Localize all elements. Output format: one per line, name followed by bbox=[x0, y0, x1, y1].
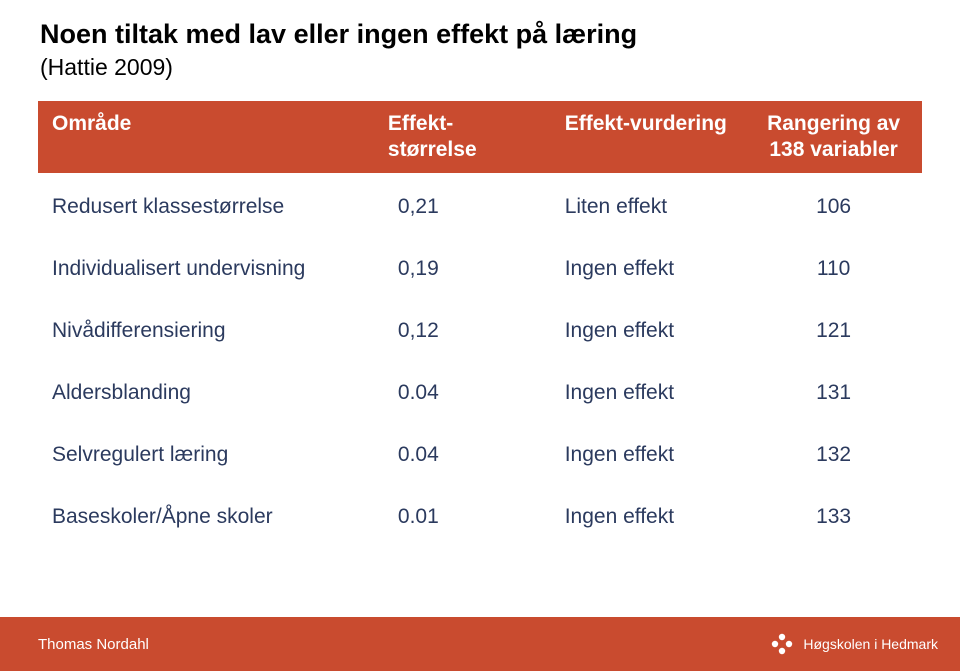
cell-vurdering: Ingen effekt bbox=[551, 424, 745, 486]
cell-vurdering: Ingen effekt bbox=[551, 362, 745, 424]
title-line-2: (Hattie 2009) bbox=[40, 54, 920, 81]
table-row: Baseskoler/Åpne skoler 0.01 Ingen effekt… bbox=[38, 486, 922, 545]
cell-omrade: Nivådifferensiering bbox=[38, 300, 374, 362]
cell-omrade: Selvregulert læring bbox=[38, 424, 374, 486]
table-row: Individualisert undervisning 0,19 Ingen … bbox=[38, 238, 922, 300]
cell-storrelse: 0.01 bbox=[374, 486, 551, 545]
cell-vurdering: Liten effekt bbox=[551, 176, 745, 238]
cell-rangering: 131 bbox=[745, 362, 922, 424]
cell-vurdering: Ingen effekt bbox=[551, 300, 745, 362]
footer-logo: Høgskolen i Hedmark bbox=[769, 631, 938, 657]
col-header-rangering: Rangering av 138 variabler bbox=[745, 101, 922, 177]
col-header-omrade: Område bbox=[38, 101, 374, 177]
cell-storrelse: 0,12 bbox=[374, 300, 551, 362]
col-header-storrelse: Effekt-størrelse bbox=[374, 101, 551, 177]
table-row: Redusert klassestørrelse 0,21 Liten effe… bbox=[38, 176, 922, 238]
cell-omrade: Redusert klassestørrelse bbox=[38, 176, 374, 238]
cell-vurdering: Ingen effekt bbox=[551, 486, 745, 545]
col-header-vurdering: Effekt-vurdering bbox=[551, 101, 745, 177]
cell-rangering: 106 bbox=[745, 176, 922, 238]
footer-bar: Thomas Nordahl Høgskolen i Hedmark bbox=[0, 617, 960, 671]
cell-omrade: Individualisert undervisning bbox=[38, 238, 374, 300]
cell-storrelse: 0,19 bbox=[374, 238, 551, 300]
effects-table: Område Effekt-størrelse Effekt-vurdering… bbox=[38, 101, 922, 546]
cell-vurdering: Ingen effekt bbox=[551, 238, 745, 300]
cell-omrade: Aldersblanding bbox=[38, 362, 374, 424]
cell-rangering: 110 bbox=[745, 238, 922, 300]
table-row: Selvregulert læring 0.04 Ingen effekt 13… bbox=[38, 424, 922, 486]
footer-logo-text: Høgskolen i Hedmark bbox=[803, 636, 938, 652]
col-header-storrelse-text: Effekt-størrelse bbox=[388, 112, 477, 161]
cell-omrade: Baseskoler/Åpne skoler bbox=[38, 486, 374, 545]
table-body: Redusert klassestørrelse 0,21 Liten effe… bbox=[38, 176, 922, 545]
table-header: Område Effekt-størrelse Effekt-vurdering… bbox=[38, 101, 922, 177]
cell-rangering: 121 bbox=[745, 300, 922, 362]
cell-storrelse: 0,21 bbox=[374, 176, 551, 238]
col-header-rangering-text: Rangering av 138 variabler bbox=[767, 112, 900, 161]
cell-storrelse: 0.04 bbox=[374, 362, 551, 424]
title-block: Noen tiltak med lav eller ingen effekt p… bbox=[0, 0, 960, 89]
cell-rangering: 133 bbox=[745, 486, 922, 545]
table-row: Nivådifferensiering 0,12 Ingen effekt 12… bbox=[38, 300, 922, 362]
slide: Noen tiltak med lav eller ingen effekt p… bbox=[0, 0, 960, 671]
cell-rangering: 132 bbox=[745, 424, 922, 486]
footer-author: Thomas Nordahl bbox=[38, 636, 149, 653]
cell-storrelse: 0.04 bbox=[374, 424, 551, 486]
table-container: Område Effekt-størrelse Effekt-vurdering… bbox=[0, 89, 960, 546]
flower-icon bbox=[769, 631, 795, 657]
col-header-vurdering-text: Effekt-vurdering bbox=[565, 112, 727, 135]
title-line-1: Noen tiltak med lav eller ingen effekt p… bbox=[40, 18, 920, 52]
table-row: Aldersblanding 0.04 Ingen effekt 131 bbox=[38, 362, 922, 424]
